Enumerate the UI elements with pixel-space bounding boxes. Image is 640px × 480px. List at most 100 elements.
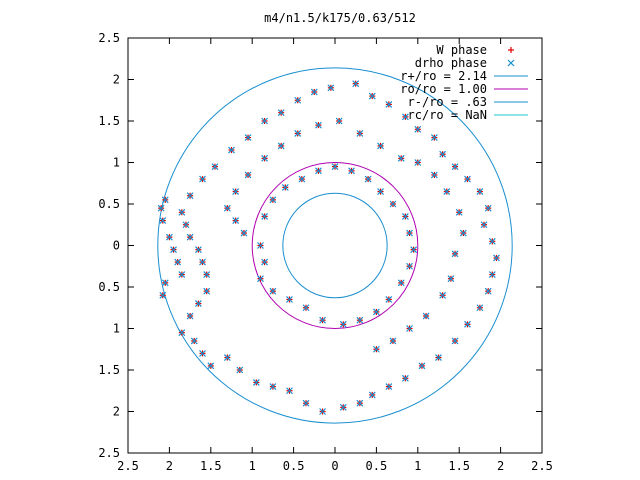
drho-phase-point [418, 362, 426, 370]
drho-phase-point [484, 287, 492, 295]
drho-phase-point [302, 399, 310, 407]
drho-phase-point [352, 80, 360, 88]
drho-phase-point [182, 221, 190, 229]
drho-phase-point [240, 229, 248, 237]
x-tick-label: 2 [497, 459, 504, 473]
drho-phase-point [261, 213, 269, 220]
drho-phase-point [194, 300, 202, 308]
drho-phase-point [406, 262, 413, 270]
drho-phase-point [435, 354, 442, 361]
drho-phase-point [199, 258, 206, 266]
y-axis: 2.5 2 1.5 1 0.5 0 0.5 1 1.5 2 2.5 [98, 31, 542, 460]
x-tick-label: 2.5 [531, 459, 553, 473]
drho-phase-point [348, 167, 355, 175]
drho-phase-point [464, 320, 471, 328]
drho-phase-point [269, 287, 277, 295]
drho-phase-point [294, 130, 302, 137]
drho-phase-point [261, 117, 269, 125]
drho-phase-point [223, 354, 231, 361]
drho-phase-point [165, 233, 173, 241]
drho-phase-point [178, 208, 186, 216]
chart-title: m4/n1.5/k175/0.63/512 [264, 11, 416, 25]
drho-phase-point [232, 217, 240, 225]
drho-phase-point [356, 316, 364, 324]
drho-phase-point [451, 337, 459, 345]
drho-phase-point [159, 217, 167, 225]
drho-phase-point [203, 287, 211, 295]
drho-phase-point [493, 254, 500, 262]
drho-phase-point [186, 233, 194, 241]
reference-circle [251, 162, 419, 329]
drho-phase-point [372, 308, 380, 316]
drho-phase-point [410, 246, 418, 254]
legend-label: drho phase [415, 56, 487, 70]
drho-phase-point [451, 250, 459, 258]
drho-phase-point [430, 134, 438, 142]
drho-phase-point [298, 175, 306, 183]
drho-phase-point [178, 271, 186, 278]
drho-phase-point [439, 150, 447, 158]
drho-phase-point [261, 258, 269, 266]
drho-phase-point [302, 304, 310, 312]
legend-label: r-/ro = .63 [408, 95, 487, 109]
drho-phase-point [368, 391, 376, 399]
drho-phase-point [223, 204, 231, 212]
x-tick-label: 1.5 [200, 459, 222, 473]
y-tick-label: 2.5 [98, 31, 120, 45]
x-tick-label: 1.5 [448, 459, 470, 473]
drho-phase-point [319, 316, 327, 324]
x-axis: 2.5 2 1.5 1 0.5 0 0.5 1 1.5 2 2.5 [117, 38, 553, 473]
drho-phase-point [203, 271, 211, 278]
drho-phase-point [159, 291, 167, 299]
drho-phase-point [484, 204, 492, 212]
x-tick-label: 0 [331, 459, 338, 473]
drho-phase-point [385, 100, 393, 108]
drho-phase-point [406, 229, 413, 237]
drho-phase-point [443, 188, 451, 195]
drho-phase-point [315, 121, 322, 129]
y-tick-label: 0 [113, 239, 120, 253]
drho-phase-point [422, 312, 430, 320]
drho-phase-point [331, 163, 339, 171]
drho-phase-point [488, 271, 496, 278]
drho-phase-point [385, 296, 393, 303]
drho-phase-point [476, 188, 484, 195]
drho-phase-point [377, 142, 384, 150]
drho-phase-point [277, 142, 285, 150]
drho-phase-point [430, 171, 438, 179]
drho-phase-point [244, 134, 252, 142]
legend-label: r+/ro = 2.14 [400, 69, 487, 83]
drho-phase-point [385, 383, 393, 391]
y-tick-label: 1.5 [98, 363, 120, 377]
drho-phase-point [356, 399, 364, 407]
data-points [157, 80, 500, 415]
drho-phase-point [377, 188, 384, 195]
drho-phase-point [439, 291, 447, 299]
reference-circles [157, 67, 513, 424]
legend-marker-cross [507, 59, 515, 67]
drho-phase-point [269, 196, 277, 204]
drho-phase-point [319, 408, 327, 415]
drho-phase-point [327, 84, 335, 92]
drho-phase-point [207, 362, 215, 370]
drho-phase-point [455, 208, 463, 216]
drho-phase-point [451, 163, 459, 171]
y-tick-label: 0.5 [98, 197, 120, 211]
drho-phase-point [261, 154, 269, 162]
legend-label: rc/ro = NaN [408, 108, 487, 122]
reference-circle [157, 67, 513, 424]
drho-phase-point [161, 279, 169, 287]
x-tick-label: 1 [249, 459, 256, 473]
y-tick-label: 1 [113, 156, 120, 170]
drho-phase-point [161, 196, 169, 204]
y-tick-label: 1.5 [98, 114, 120, 128]
drho-phase-point [199, 349, 206, 357]
drho-phase-point [170, 246, 177, 254]
legend-label: ro/ro = 1.00 [400, 82, 487, 96]
drho-phase-point [401, 113, 409, 121]
drho-phase-point [414, 125, 422, 133]
y-tick-label: 2.5 [98, 446, 120, 460]
drho-phase-point [339, 320, 347, 328]
